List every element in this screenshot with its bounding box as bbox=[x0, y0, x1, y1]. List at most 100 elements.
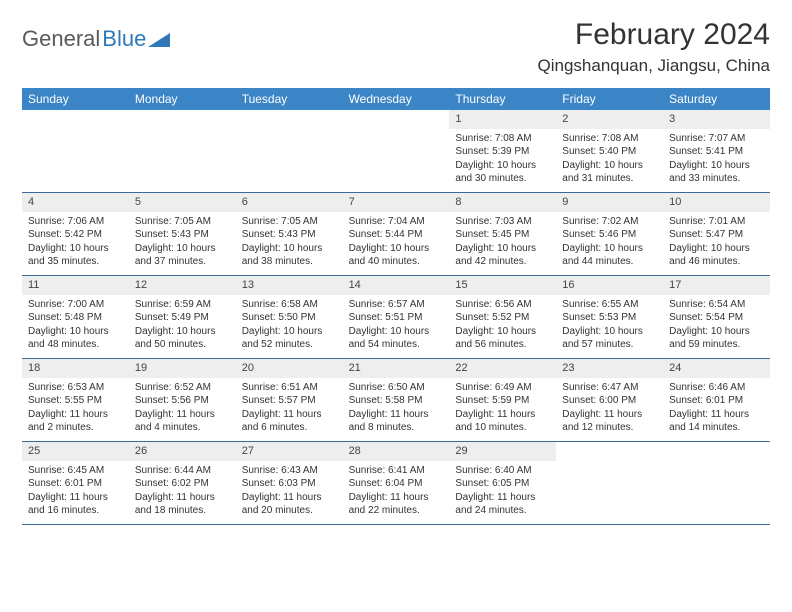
daylight-text: Daylight: 11 hours and 2 minutes. bbox=[28, 408, 123, 435]
daylight-text: Daylight: 10 hours and 48 minutes. bbox=[28, 325, 123, 352]
day-body: Sunrise: 6:45 AMSunset: 6:01 PMDaylight:… bbox=[22, 461, 129, 522]
day-number: 16 bbox=[556, 276, 663, 295]
day-body: Sunrise: 6:43 AMSunset: 6:03 PMDaylight:… bbox=[236, 461, 343, 522]
sunrise-text: Sunrise: 6:53 AM bbox=[28, 381, 123, 395]
sunrise-text: Sunrise: 7:05 AM bbox=[242, 215, 337, 229]
title-block: February 2024 Qingshanquan, Jiangsu, Chi… bbox=[538, 18, 771, 76]
week-row: 1Sunrise: 7:08 AMSunset: 5:39 PMDaylight… bbox=[22, 110, 770, 193]
week-row: 25Sunrise: 6:45 AMSunset: 6:01 PMDayligh… bbox=[22, 442, 770, 525]
day-number: 15 bbox=[449, 276, 556, 295]
day-number: 21 bbox=[343, 359, 450, 378]
sunset-text: Sunset: 5:59 PM bbox=[455, 394, 550, 408]
sunrise-text: Sunrise: 6:44 AM bbox=[135, 464, 230, 478]
sunrise-text: Sunrise: 6:47 AM bbox=[562, 381, 657, 395]
day-cell-empty bbox=[22, 110, 129, 192]
daylight-text: Daylight: 11 hours and 24 minutes. bbox=[455, 491, 550, 518]
sunrise-text: Sunrise: 6:55 AM bbox=[562, 298, 657, 312]
sunrise-text: Sunrise: 6:52 AM bbox=[135, 381, 230, 395]
daylight-text: Daylight: 10 hours and 50 minutes. bbox=[135, 325, 230, 352]
sunset-text: Sunset: 6:03 PM bbox=[242, 477, 337, 491]
sunrise-text: Sunrise: 7:03 AM bbox=[455, 215, 550, 229]
day-number: 3 bbox=[663, 110, 770, 129]
day-cell: 6Sunrise: 7:05 AMSunset: 5:43 PMDaylight… bbox=[236, 193, 343, 275]
sunset-text: Sunset: 5:56 PM bbox=[135, 394, 230, 408]
day-cell: 5Sunrise: 7:05 AMSunset: 5:43 PMDaylight… bbox=[129, 193, 236, 275]
sunset-text: Sunset: 6:02 PM bbox=[135, 477, 230, 491]
sunset-text: Sunset: 5:48 PM bbox=[28, 311, 123, 325]
day-body: Sunrise: 7:01 AMSunset: 5:47 PMDaylight:… bbox=[663, 212, 770, 273]
daylight-text: Daylight: 10 hours and 30 minutes. bbox=[455, 159, 550, 186]
sunrise-text: Sunrise: 6:45 AM bbox=[28, 464, 123, 478]
sunrise-text: Sunrise: 7:00 AM bbox=[28, 298, 123, 312]
day-number: 10 bbox=[663, 193, 770, 212]
day-body: Sunrise: 6:50 AMSunset: 5:58 PMDaylight:… bbox=[343, 378, 450, 439]
day-cell: 26Sunrise: 6:44 AMSunset: 6:02 PMDayligh… bbox=[129, 442, 236, 524]
sunset-text: Sunset: 6:05 PM bbox=[455, 477, 550, 491]
sunrise-text: Sunrise: 6:59 AM bbox=[135, 298, 230, 312]
sunrise-text: Sunrise: 6:57 AM bbox=[349, 298, 444, 312]
day-number: 8 bbox=[449, 193, 556, 212]
day-body: Sunrise: 7:05 AMSunset: 5:43 PMDaylight:… bbox=[129, 212, 236, 273]
daylight-text: Daylight: 10 hours and 37 minutes. bbox=[135, 242, 230, 269]
day-number: 2 bbox=[556, 110, 663, 129]
day-body: Sunrise: 7:05 AMSunset: 5:43 PMDaylight:… bbox=[236, 212, 343, 273]
day-cell-empty bbox=[236, 110, 343, 192]
daylight-text: Daylight: 11 hours and 6 minutes. bbox=[242, 408, 337, 435]
day-cell: 17Sunrise: 6:54 AMSunset: 5:54 PMDayligh… bbox=[663, 276, 770, 358]
sunset-text: Sunset: 5:47 PM bbox=[669, 228, 764, 242]
day-body: Sunrise: 6:54 AMSunset: 5:54 PMDaylight:… bbox=[663, 295, 770, 356]
day-body: Sunrise: 6:51 AMSunset: 5:57 PMDaylight:… bbox=[236, 378, 343, 439]
daylight-text: Daylight: 10 hours and 35 minutes. bbox=[28, 242, 123, 269]
daylight-text: Daylight: 10 hours and 33 minutes. bbox=[669, 159, 764, 186]
day-cell: 9Sunrise: 7:02 AMSunset: 5:46 PMDaylight… bbox=[556, 193, 663, 275]
day-cell: 29Sunrise: 6:40 AMSunset: 6:05 PMDayligh… bbox=[449, 442, 556, 524]
day-number: 23 bbox=[556, 359, 663, 378]
sunrise-text: Sunrise: 6:46 AM bbox=[669, 381, 764, 395]
sunrise-text: Sunrise: 7:06 AM bbox=[28, 215, 123, 229]
sunset-text: Sunset: 5:40 PM bbox=[562, 145, 657, 159]
day-body: Sunrise: 7:03 AMSunset: 5:45 PMDaylight:… bbox=[449, 212, 556, 273]
day-body: Sunrise: 6:49 AMSunset: 5:59 PMDaylight:… bbox=[449, 378, 556, 439]
daylight-text: Daylight: 11 hours and 20 minutes. bbox=[242, 491, 337, 518]
day-body: Sunrise: 7:08 AMSunset: 5:40 PMDaylight:… bbox=[556, 129, 663, 190]
day-body: Sunrise: 6:44 AMSunset: 6:02 PMDaylight:… bbox=[129, 461, 236, 522]
day-cell: 18Sunrise: 6:53 AMSunset: 5:55 PMDayligh… bbox=[22, 359, 129, 441]
sunrise-text: Sunrise: 7:02 AM bbox=[562, 215, 657, 229]
day-body: Sunrise: 7:04 AMSunset: 5:44 PMDaylight:… bbox=[343, 212, 450, 273]
daylight-text: Daylight: 11 hours and 22 minutes. bbox=[349, 491, 444, 518]
day-cell: 22Sunrise: 6:49 AMSunset: 5:59 PMDayligh… bbox=[449, 359, 556, 441]
weekday-header: Saturday bbox=[663, 88, 770, 110]
day-body: Sunrise: 6:53 AMSunset: 5:55 PMDaylight:… bbox=[22, 378, 129, 439]
day-cell: 23Sunrise: 6:47 AMSunset: 6:00 PMDayligh… bbox=[556, 359, 663, 441]
day-cell: 19Sunrise: 6:52 AMSunset: 5:56 PMDayligh… bbox=[129, 359, 236, 441]
sunset-text: Sunset: 6:01 PM bbox=[28, 477, 123, 491]
day-body: Sunrise: 6:58 AMSunset: 5:50 PMDaylight:… bbox=[236, 295, 343, 356]
day-number: 25 bbox=[22, 442, 129, 461]
weekday-header: Friday bbox=[556, 88, 663, 110]
day-body: Sunrise: 7:08 AMSunset: 5:39 PMDaylight:… bbox=[449, 129, 556, 190]
day-number: 18 bbox=[22, 359, 129, 378]
daylight-text: Daylight: 10 hours and 56 minutes. bbox=[455, 325, 550, 352]
sunset-text: Sunset: 5:43 PM bbox=[242, 228, 337, 242]
weekday-header: Tuesday bbox=[236, 88, 343, 110]
daylight-text: Daylight: 10 hours and 59 minutes. bbox=[669, 325, 764, 352]
daylight-text: Daylight: 11 hours and 16 minutes. bbox=[28, 491, 123, 518]
day-cell-empty bbox=[343, 110, 450, 192]
day-number: 20 bbox=[236, 359, 343, 378]
day-number: 14 bbox=[343, 276, 450, 295]
daylight-text: Daylight: 11 hours and 18 minutes. bbox=[135, 491, 230, 518]
day-number: 28 bbox=[343, 442, 450, 461]
location-label: Qingshanquan, Jiangsu, China bbox=[538, 56, 771, 76]
sunrise-text: Sunrise: 7:08 AM bbox=[562, 132, 657, 146]
sunset-text: Sunset: 5:51 PM bbox=[349, 311, 444, 325]
daylight-text: Daylight: 11 hours and 10 minutes. bbox=[455, 408, 550, 435]
sunrise-text: Sunrise: 6:49 AM bbox=[455, 381, 550, 395]
logo-text-blue: Blue bbox=[102, 26, 146, 52]
sunset-text: Sunset: 5:49 PM bbox=[135, 311, 230, 325]
day-body: Sunrise: 7:02 AMSunset: 5:46 PMDaylight:… bbox=[556, 212, 663, 273]
sunset-text: Sunset: 5:58 PM bbox=[349, 394, 444, 408]
daylight-text: Daylight: 11 hours and 12 minutes. bbox=[562, 408, 657, 435]
sunrise-text: Sunrise: 6:43 AM bbox=[242, 464, 337, 478]
calendar: Sunday Monday Tuesday Wednesday Thursday… bbox=[22, 88, 770, 525]
day-cell: 7Sunrise: 7:04 AMSunset: 5:44 PMDaylight… bbox=[343, 193, 450, 275]
